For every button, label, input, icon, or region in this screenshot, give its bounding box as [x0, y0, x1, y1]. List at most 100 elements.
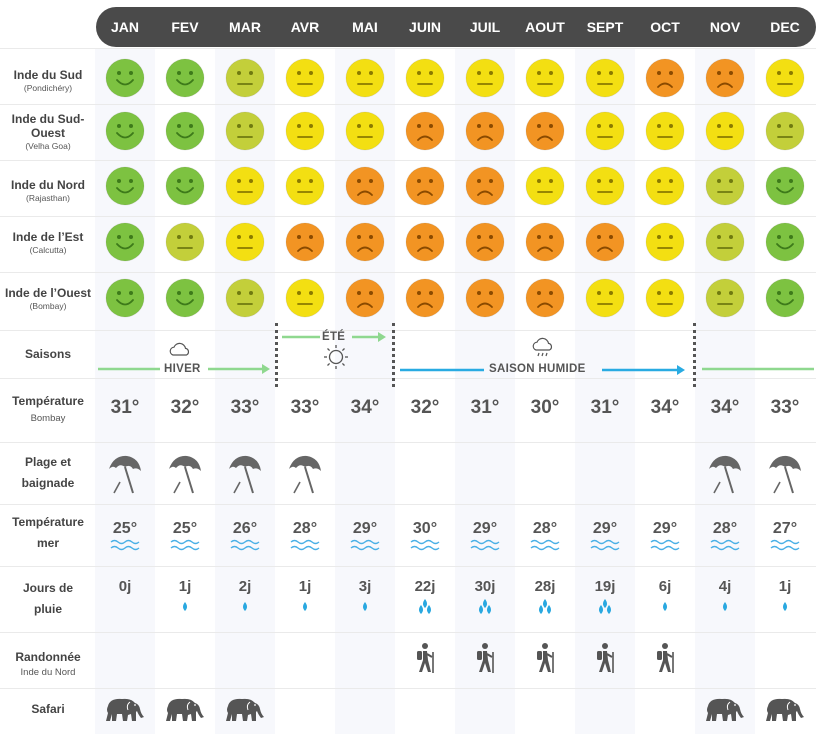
neutral-face-icon	[515, 52, 575, 104]
season-divider-right	[693, 323, 696, 387]
neutral-face-icon	[155, 216, 215, 268]
sea-temperature-value: 29°	[652, 520, 678, 537]
region-label-south: Inde du Sud (Pondichéry)	[0, 58, 96, 104]
sad-face-icon	[335, 272, 395, 324]
column-stripe	[215, 48, 275, 734]
month-label: OCT	[650, 19, 680, 35]
rain-days-value: 6j	[658, 578, 672, 595]
beach-umbrella-icon	[755, 452, 815, 496]
raindrop-icon	[755, 599, 815, 617]
beach-umbrella-icon	[215, 452, 275, 496]
neutral-face-icon	[275, 160, 335, 212]
neutral-face-icon	[575, 272, 635, 324]
sea-temperature-label: Température mer	[12, 515, 84, 550]
winter-arrow-head	[262, 364, 270, 374]
rain-days-value: 4j	[718, 578, 732, 595]
season-label-winter: HIVER	[164, 363, 201, 375]
sad-face-icon	[455, 160, 515, 212]
neutral-face-icon	[335, 52, 395, 104]
rain-cloud-icon	[532, 337, 553, 357]
sad-face-icon	[515, 216, 575, 268]
month-header-bar	[96, 7, 816, 47]
row-divider	[0, 442, 816, 443]
waves-icon	[455, 539, 515, 553]
happy-face-icon	[755, 160, 815, 212]
seasons-label: Saisons	[24, 347, 72, 361]
beach-umbrella-icon	[275, 452, 335, 496]
waves-icon	[95, 539, 155, 553]
sad-face-icon	[515, 272, 575, 324]
sad-face-icon	[695, 52, 755, 104]
month-label: JAN	[110, 19, 139, 35]
raindrop-icon	[635, 599, 695, 617]
waves-icon	[215, 539, 275, 553]
column-stripe	[335, 48, 395, 734]
waves-icon	[575, 539, 635, 553]
waves-icon	[515, 539, 575, 553]
raindrop-icon	[275, 599, 335, 617]
sea-temperature-value: 28°	[292, 520, 318, 537]
region-city: (Rajasthan)	[26, 193, 70, 203]
season-divider-mid	[392, 323, 395, 387]
row-divider	[0, 160, 816, 161]
hiking-label: Randonnée Inde du Nord	[15, 650, 81, 678]
season-arrows	[98, 332, 814, 375]
month-label: AVR	[290, 19, 320, 35]
sad-face-icon	[395, 272, 455, 324]
region-name: Inde du Sud-Ouest	[11, 112, 85, 140]
rain-days-label: Jours de pluie	[22, 581, 73, 616]
raindrop-icon	[695, 599, 755, 617]
season-label-wet: SAISON HUMIDE	[489, 363, 586, 375]
air-temperature-value: 33°	[290, 397, 320, 418]
rain-days-value: 2j	[238, 578, 252, 595]
column-stripe	[455, 48, 515, 734]
month-label: NOV	[709, 19, 741, 35]
happy-face-icon	[95, 160, 155, 212]
wet-arrow-head	[677, 365, 685, 375]
sad-face-icon	[335, 216, 395, 268]
neutral-face-icon	[275, 105, 335, 157]
rain-days-value: 0j	[118, 578, 132, 595]
elephant-icon	[755, 692, 815, 726]
waves-icon	[335, 539, 395, 553]
region-label-east: Inde de l’Est (Calcutta)	[0, 220, 96, 266]
neutral-face-icon	[635, 272, 695, 324]
hiker-icon	[575, 640, 635, 676]
region-label-southwest: Inde du Sud-Ouest (Velha Goa)	[0, 106, 96, 158]
waves-icon	[155, 539, 215, 553]
sea-temperature-value: 29°	[592, 520, 618, 537]
air-temperature-value: 34°	[650, 397, 680, 418]
air-temperature-value: 31°	[110, 397, 140, 418]
neutral-face-icon	[695, 272, 755, 324]
neutral-face-icon	[695, 160, 755, 212]
hiker-icon	[395, 640, 455, 676]
row-divider	[0, 378, 816, 379]
happy-face-icon	[155, 105, 215, 157]
neutral-face-icon	[755, 52, 815, 104]
column-stripe	[95, 48, 155, 734]
raindrop-icon	[215, 599, 275, 617]
air-temperature-value: 34°	[350, 397, 380, 418]
neutral-face-icon	[215, 105, 275, 157]
waves-icon	[635, 539, 695, 553]
row-divider	[0, 504, 816, 505]
happy-face-icon	[95, 272, 155, 324]
happy-face-icon	[155, 52, 215, 104]
waves-icon	[755, 539, 815, 553]
air-temperature-value: 31°	[590, 397, 620, 418]
rain-days-value: 22j	[414, 578, 436, 595]
month-label: JUIL	[469, 19, 501, 35]
sad-face-icon	[395, 105, 455, 157]
sea-temperature-value: 28°	[712, 520, 738, 537]
sad-face-icon	[455, 105, 515, 157]
sad-face-icon	[635, 52, 695, 104]
region-name: Inde du Sud	[13, 68, 83, 82]
neutral-face-icon	[335, 105, 395, 157]
neutral-face-icon	[695, 216, 755, 268]
happy-face-icon	[95, 105, 155, 157]
neutral-face-icon	[215, 160, 275, 212]
raindrop-icon	[155, 599, 215, 617]
waves-icon	[275, 539, 335, 553]
sea-temperature-value: 29°	[352, 520, 378, 537]
month-label: MAI	[352, 19, 378, 35]
